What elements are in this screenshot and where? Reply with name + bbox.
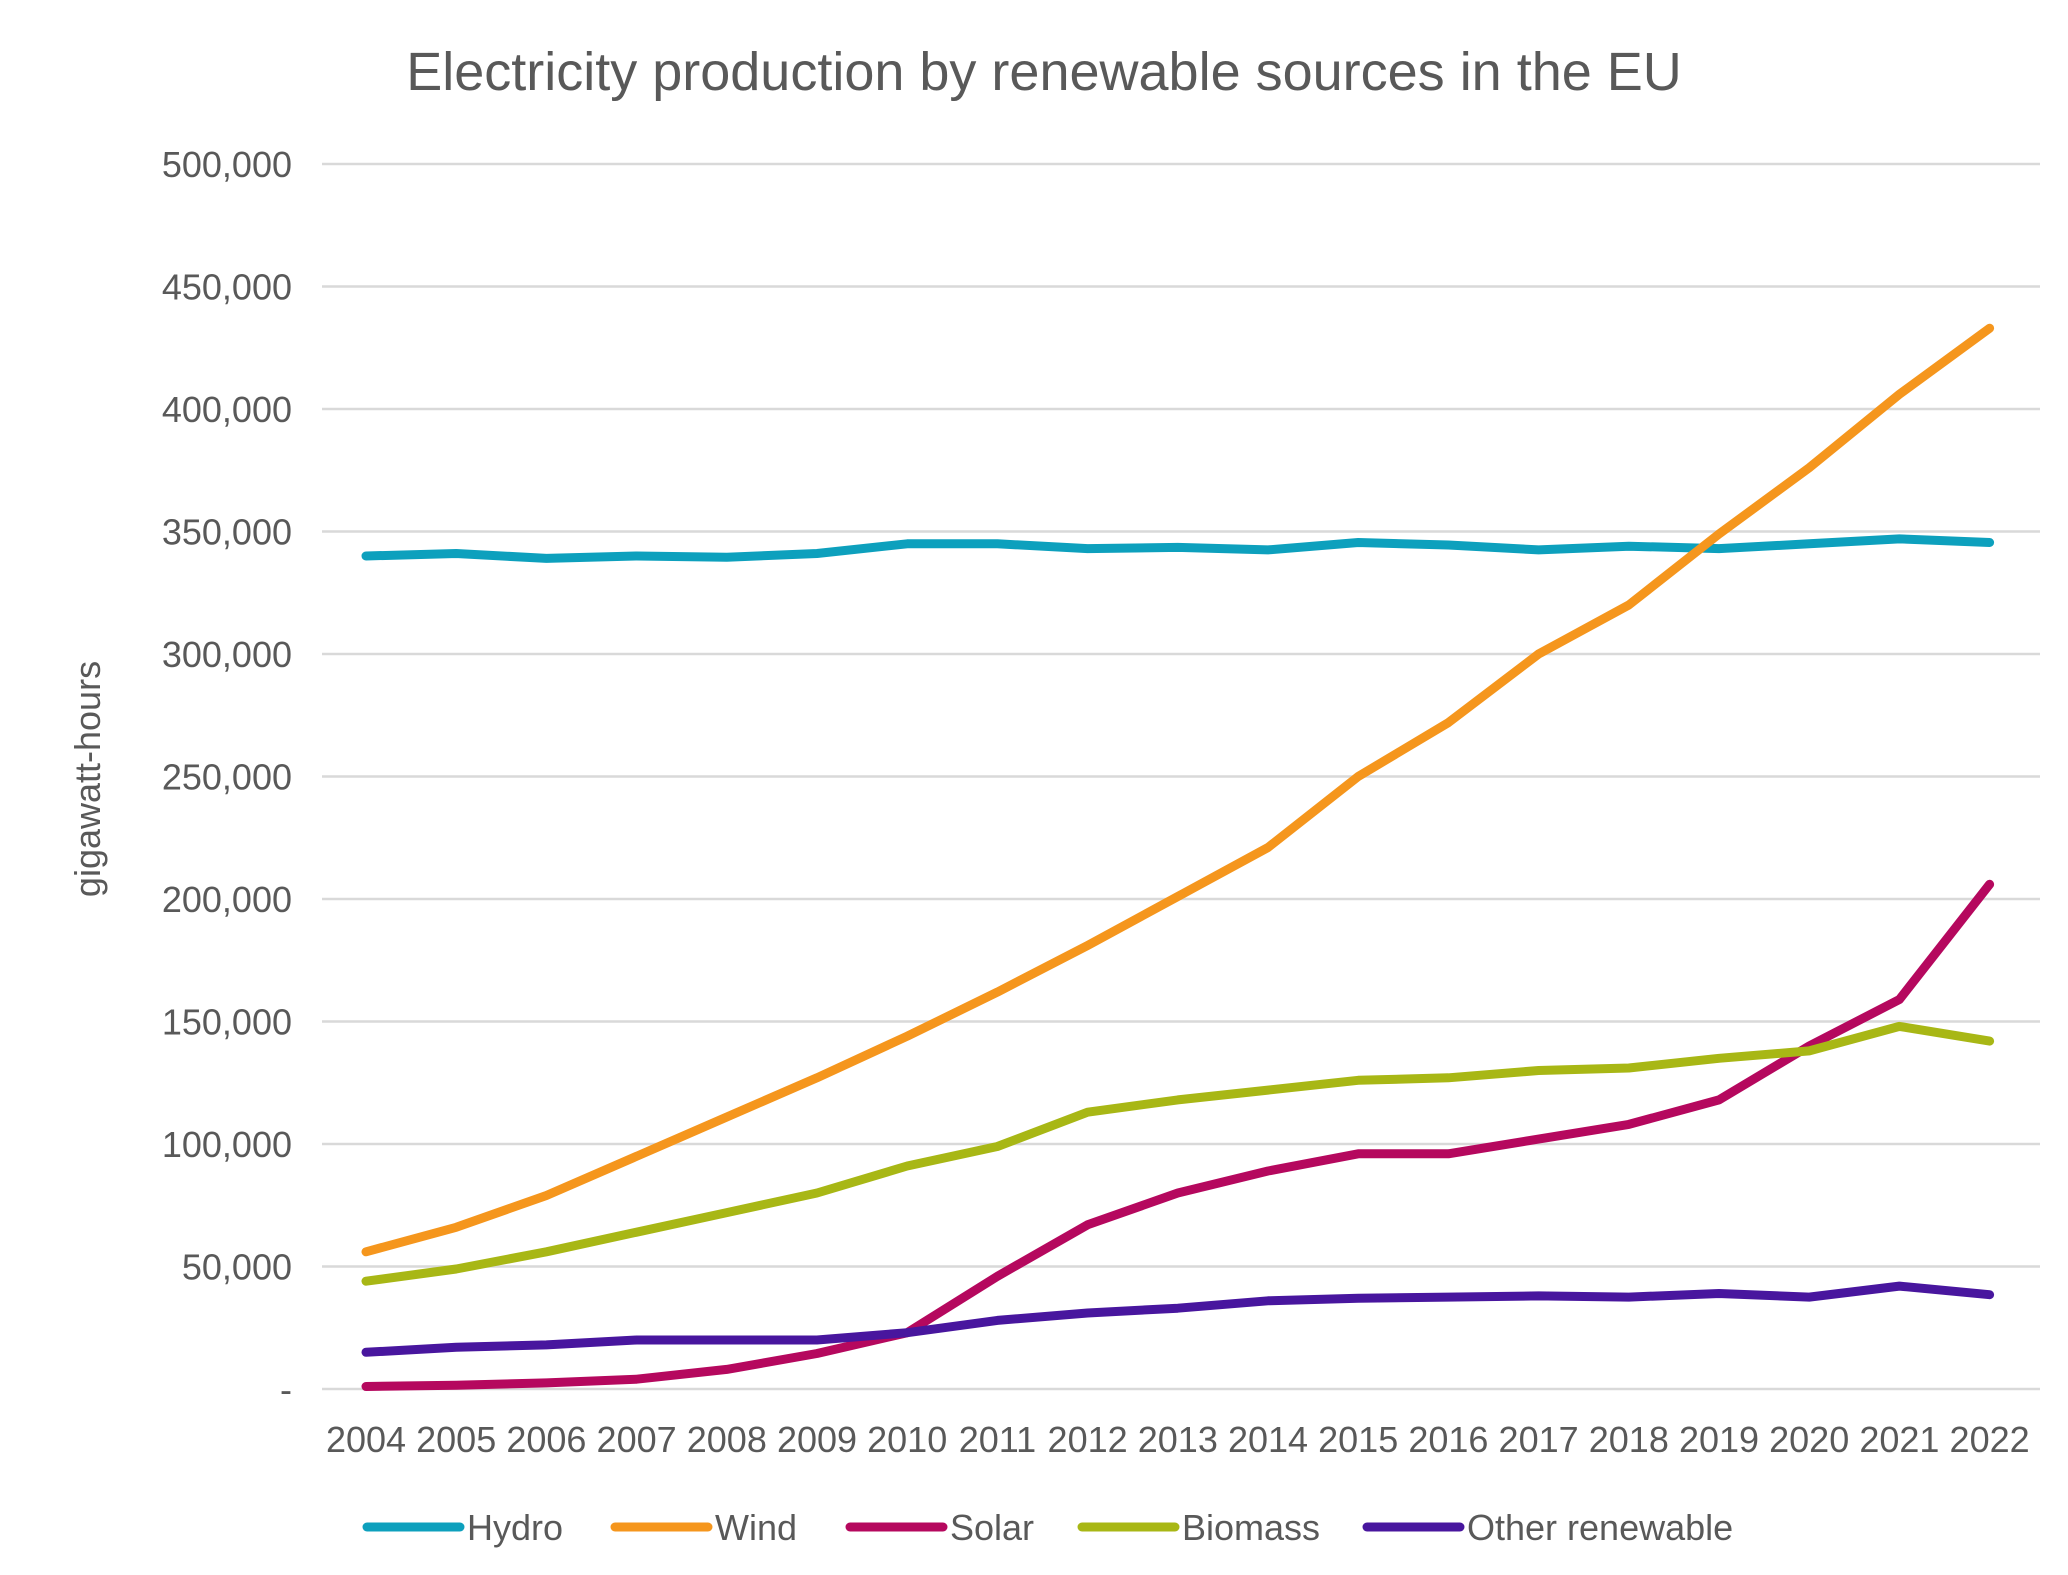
y-tick-label: - [280,1369,292,1410]
x-tick-label: 2006 [506,1419,586,1460]
x-tick-label: 2011 [959,1419,1036,1460]
y-tick-label: 50,000 [182,1247,292,1288]
y-axis-title: gigawatt-hours [67,661,108,897]
x-tick-label: 2019 [1679,1419,1759,1460]
legend-label: Wind [715,1507,797,1548]
x-tick-label: 2018 [1589,1419,1669,1460]
y-tick-label: 150,000 [162,1002,292,1043]
chart-title: Electricity production by renewable sour… [406,42,1682,102]
series-line-other-renewable [361,1281,1995,1357]
series-lines [361,323,1995,1391]
x-tick-label: 2014 [1228,1419,1308,1460]
x-tick-label: 2009 [777,1419,857,1460]
x-tick-label: 2012 [1048,1419,1128,1460]
x-tick-label: 2004 [326,1419,406,1460]
legend-label: Other renewable [1467,1507,1733,1548]
legend-label: Hydro [467,1507,563,1548]
x-tick-label: 2020 [1769,1419,1849,1460]
legend-label: Biomass [1182,1507,1320,1548]
gridlines [322,162,2040,1391]
x-tick-label: 2015 [1318,1419,1398,1460]
x-tick-label: 2021 [1859,1419,1939,1460]
x-tick-label: 2016 [1408,1419,1488,1460]
y-tick-label: 300,000 [162,634,292,675]
series-line-biomass [361,1021,1995,1286]
series-line-solar [361,879,1995,1391]
x-tick-label: 2013 [1138,1419,1218,1460]
x-tick-label: 2010 [867,1419,947,1460]
y-tick-label: 500,000 [162,144,292,185]
y-tick-label: 400,000 [162,389,292,430]
y-tick-label: 350,000 [162,512,292,553]
y-tick-label: 100,000 [162,1124,292,1165]
series-line-wind [361,323,1995,1257]
x-tick-label: 2017 [1499,1419,1579,1460]
y-tick-label: 200,000 [162,879,292,920]
x-axis-tick-labels: 2004 2005 2006 2007 2008 2009 2010 2011 2012 2013… [326,1419,2030,1460]
x-tick-label: 2008 [687,1419,767,1460]
legend: Hydro Wind Solar Biomass Other renewable [362,1507,1733,1548]
y-axis-tick-labels: - 50,000 100,000 150,000 200,000 250,000 300,0… [162,144,292,1410]
x-tick-label: 2007 [597,1419,677,1460]
y-tick-label: 450,000 [162,267,292,308]
legend-label: Solar [950,1507,1034,1548]
x-tick-label: 2022 [1950,1419,2030,1460]
y-tick-label: 250,000 [162,757,292,798]
x-tick-label: 2005 [416,1419,496,1460]
series-line-hydro [361,534,1995,563]
